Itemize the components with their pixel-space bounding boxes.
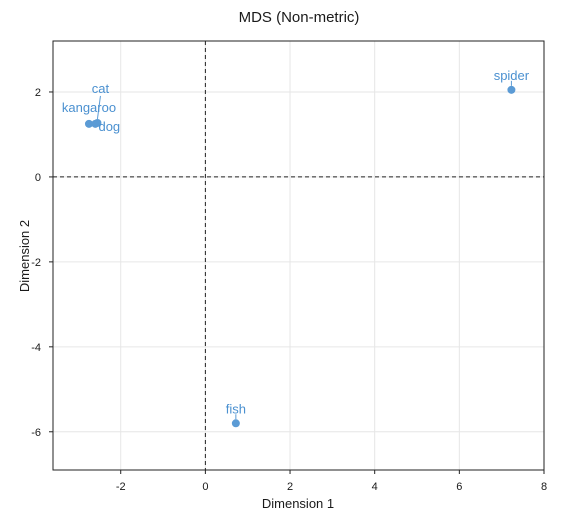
reference-lines — [53, 41, 544, 470]
point-label: kangaroo — [62, 100, 116, 115]
chart-title: MDS (Non-metric) — [239, 9, 360, 26]
data-point — [91, 119, 100, 128]
x-axis-label: Dimension 1 — [262, 496, 334, 511]
y-tick-label: 0 — [35, 172, 41, 184]
point-label: dog — [98, 119, 120, 134]
label-leader-line — [96, 95, 101, 120]
axis-ticks: -2 0 2 4 6 8 -6 -4 -2 0 2 — [31, 87, 547, 493]
plot-frame — [52, 40, 545, 471]
point-label: fish — [226, 401, 246, 416]
y-tick-label: -6 — [31, 427, 41, 439]
data-point — [507, 85, 516, 94]
y-tick-label: -4 — [31, 342, 41, 354]
y-tick-label: 2 — [35, 87, 41, 99]
x-tick-label: 2 — [287, 481, 293, 493]
y-axis-label: Dimension 2 — [17, 220, 32, 292]
point-label: spider — [494, 68, 530, 83]
data-point — [84, 119, 93, 128]
grid-lines — [53, 41, 545, 470]
x-tick-label: 8 — [541, 481, 547, 493]
data-point — [231, 419, 240, 428]
y-tick-label: -2 — [31, 257, 41, 269]
x-tick-label: 4 — [372, 481, 378, 493]
data-points: cat kangaroo dog spider fish — [62, 68, 530, 428]
point-label: cat — [92, 81, 110, 96]
x-tick-label: -2 — [116, 481, 126, 493]
x-tick-label: 0 — [202, 481, 208, 493]
x-tick-label: 6 — [456, 481, 462, 493]
